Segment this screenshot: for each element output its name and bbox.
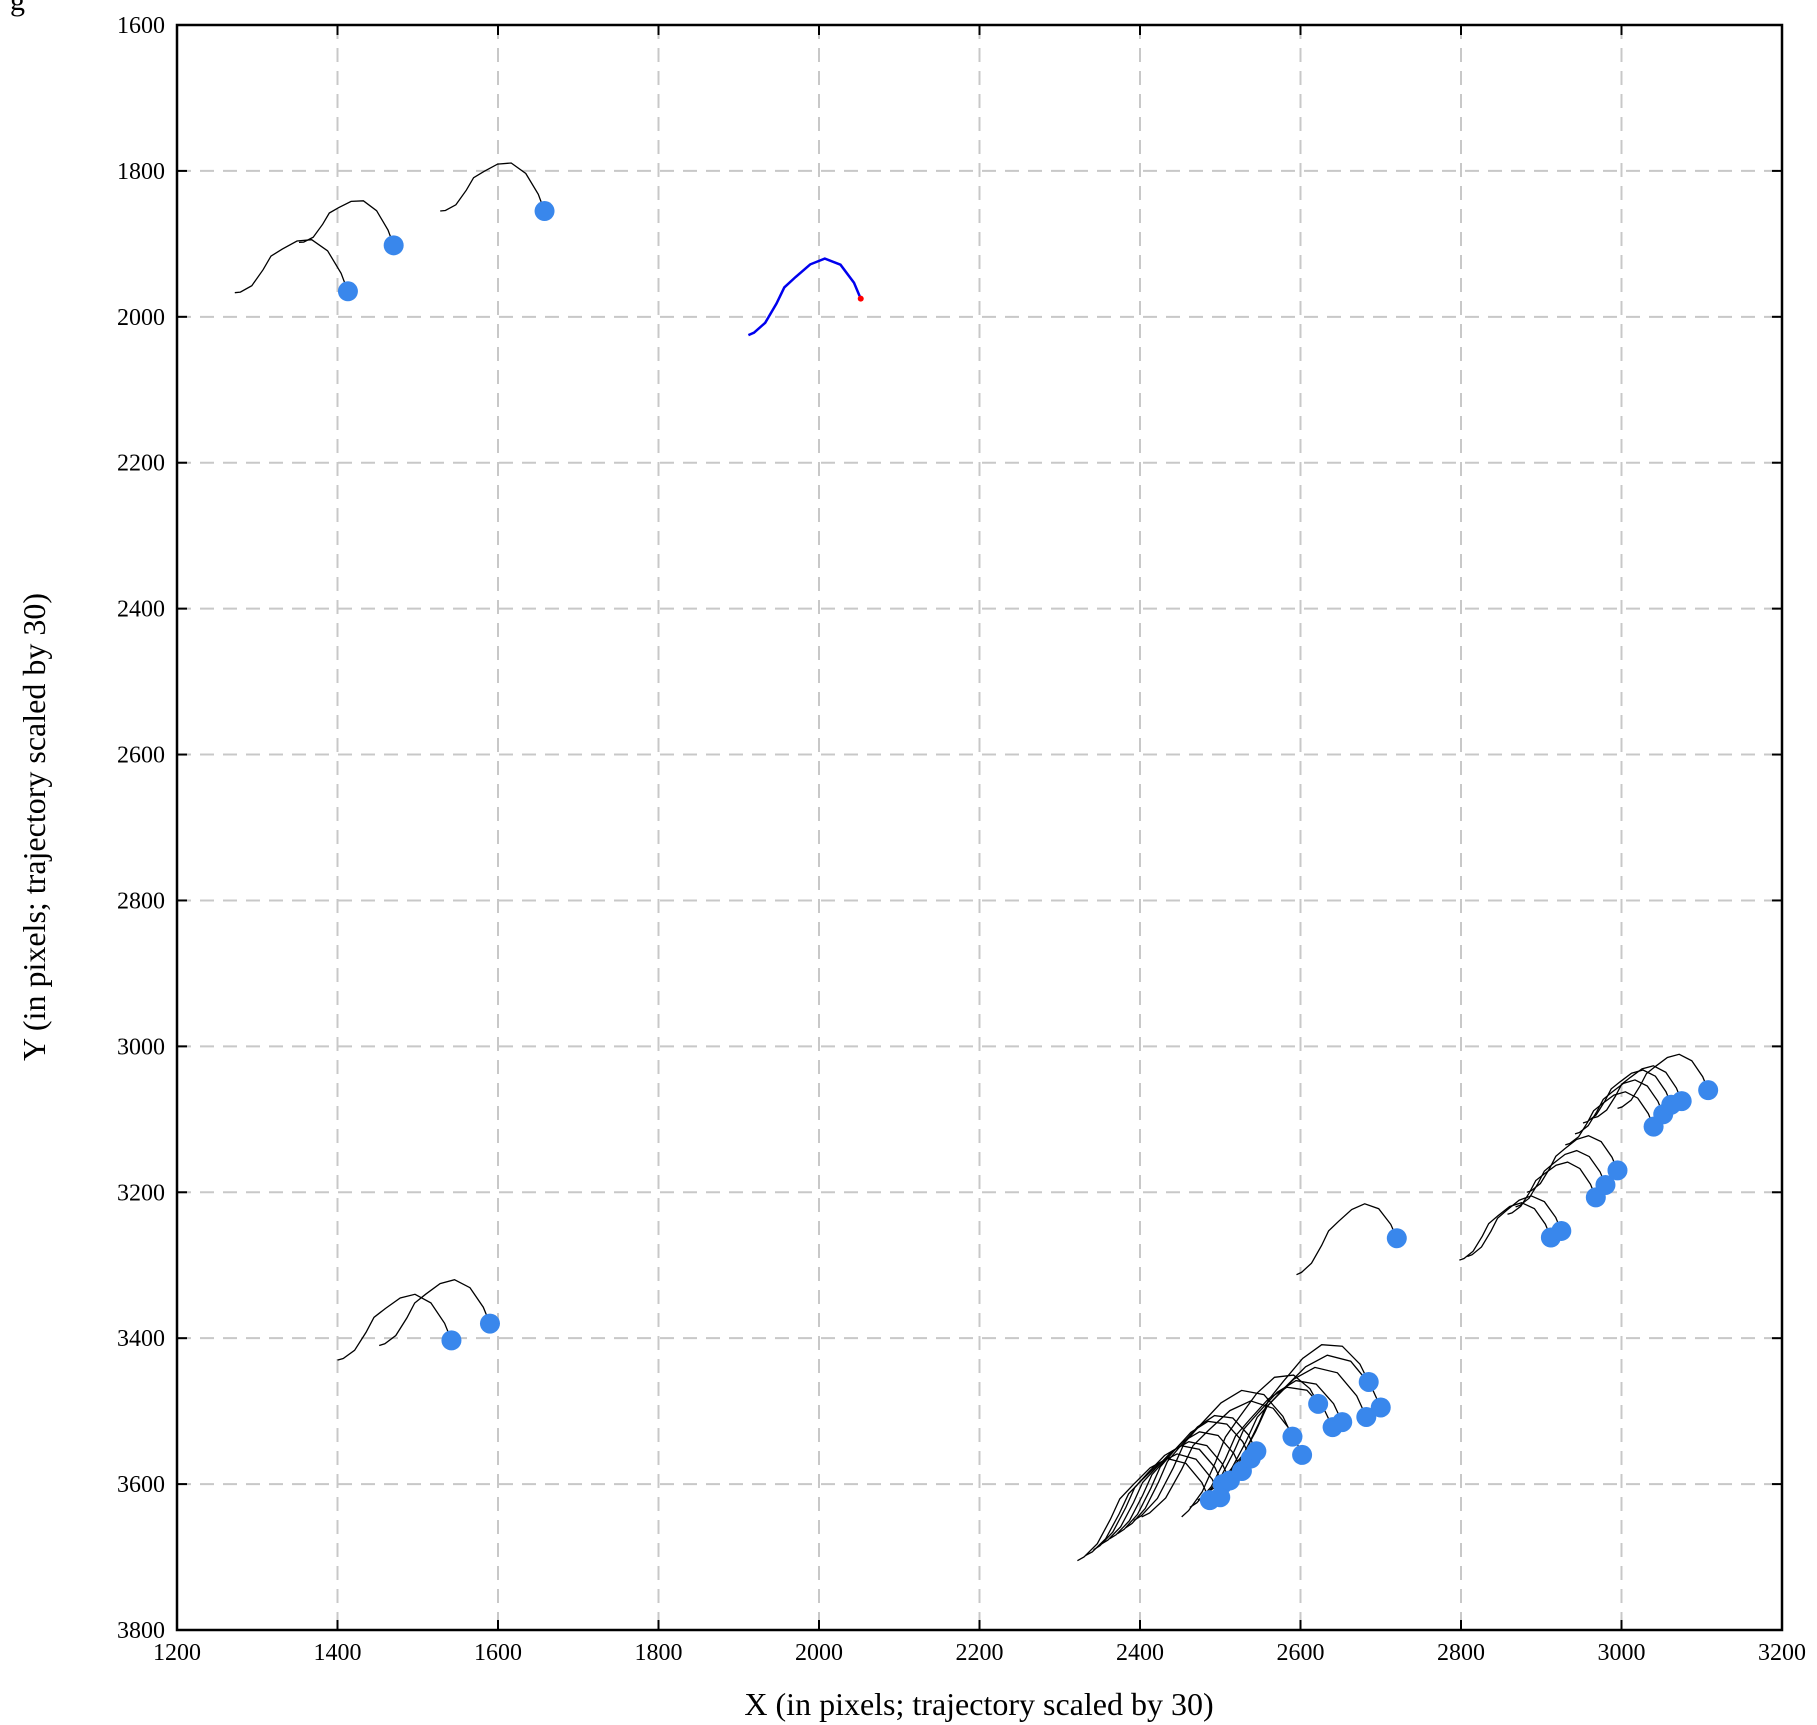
trajectory-path [1125,1414,1257,1529]
y-tick-label: 3200 [117,1180,165,1206]
trajectory-path [1181,1374,1319,1518]
y-tick-label: 1600 [117,13,165,39]
highlighted-trajectory [747,257,862,337]
trajectory-endpoint [1607,1160,1628,1181]
trajectory-path [379,1279,491,1347]
y-tick-label: 3600 [117,1472,165,1498]
trajectory-endpoint [1386,1228,1407,1249]
trajectory-path [1101,1441,1231,1545]
y-tick-label: 3800 [117,1618,165,1644]
y-tick-label: 2200 [117,451,165,477]
x-tick-label: 2800 [1437,1640,1485,1666]
trajectory-path [337,1293,453,1361]
trajectory-path [1141,1400,1303,1518]
trajectory-path [1507,1161,1597,1215]
trajectory-endpoint [1671,1091,1692,1112]
trajectory-path [1093,1445,1224,1551]
x-tick-label: 1400 [314,1640,362,1666]
x-tick-label: 1800 [635,1640,683,1666]
trajectory-path [1565,1091,1655,1146]
trajectory-endpoint [1282,1426,1303,1447]
y-axis-label: Y (in pixels; trajectory scaled by 30) [16,593,52,1061]
trajectory-path [1117,1420,1252,1535]
y-axis-ticks: 1600 1800 2000 2200 2400 2600 2800 3000 3200 3400… [117,13,1782,1644]
trajectory-layer [234,162,1709,1562]
trajectory-endpoint [1551,1220,1572,1241]
grid [177,25,1782,1630]
x-axis-ticks: 1200 1400 1600 1800 2000 2200 2400 2600 2800 3000… [153,25,1806,1666]
x-tick-label: 1200 [153,1640,201,1666]
y-tick-label: 2000 [117,305,165,331]
x-tick-label: 3000 [1598,1640,1646,1666]
trajectory-endpoint [479,1313,500,1334]
trajectory-path [1515,1149,1607,1208]
y-tick-label: 3000 [117,1034,165,1060]
trajectory-endpoint [383,235,404,256]
y-tick-label: 3400 [117,1326,165,1352]
trajectory-endpoint [1292,1444,1313,1465]
trajectory-endpoint [1246,1441,1267,1462]
trajectory-endpoint [1595,1174,1616,1195]
y-tick-label: 2600 [117,743,165,769]
x-tick-label: 1600 [474,1640,522,1666]
trajectory-path [440,162,546,212]
trajectory-path [1221,1344,1370,1478]
x-tick-label: 2600 [1277,1640,1325,1666]
x-tick-label: 3200 [1758,1640,1806,1666]
trajectory-endpoint [1358,1371,1379,1392]
trajectory-endpoint [441,1330,462,1351]
trajectory-endpoint [1698,1080,1719,1101]
trajectory-path [1526,1135,1619,1193]
trajectory-endpoint [1370,1397,1391,1418]
trajectory-path [1617,1053,1709,1110]
y-tick-label: 2800 [117,888,165,914]
x-tick-label: 2000 [795,1640,843,1666]
trajectory-path [1467,1195,1562,1258]
trajectory-path [1593,1065,1683,1119]
endpoint-layer [337,201,1719,1511]
trajectory-path [1582,1069,1672,1124]
trajectory-path [1077,1457,1211,1562]
trajectory-path [1296,1203,1398,1276]
trajectory-endpoint [337,281,358,302]
y-tick-label: 1800 [117,159,165,185]
trajectory-path [1459,1202,1552,1261]
trajectory-path [1133,1389,1294,1522]
y-tick-label: 2400 [117,597,165,623]
trajectory-path [1574,1079,1664,1135]
highlighted-endpoint [857,295,864,302]
trajectory-endpoint [1308,1393,1329,1414]
trajectory-path [234,239,349,294]
chart-title: g [10,0,25,17]
trajectory-endpoint [534,201,555,222]
trajectory-endpoint [1356,1406,1377,1427]
x-tick-label: 2400 [1116,1640,1164,1666]
trajectory-path [298,200,395,246]
trajectory-endpoint [1332,1412,1353,1433]
x-axis-label: X (in pixels; trajectory scaled by 30) [744,1686,1213,1722]
x-tick-label: 2200 [956,1640,1004,1666]
